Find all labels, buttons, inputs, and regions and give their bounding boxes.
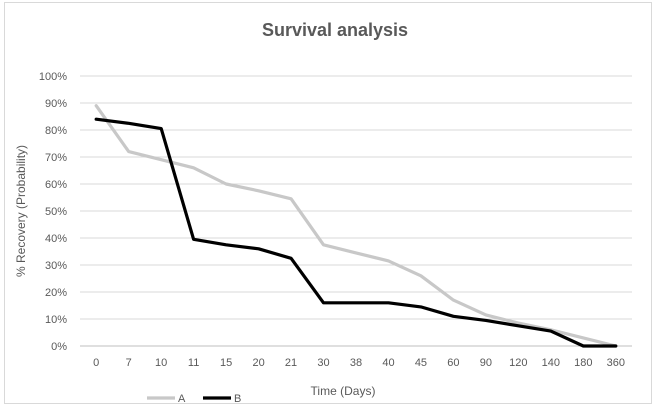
series-line-A bbox=[94, 104, 618, 348]
x-tick-label: 0 bbox=[93, 357, 99, 369]
x-tick-label: 45 bbox=[415, 357, 427, 369]
y-tick-label: 80% bbox=[45, 125, 67, 137]
y-tick-label: 90% bbox=[45, 98, 67, 110]
x-tick-label: 30 bbox=[317, 357, 329, 369]
x-tick-label: 180 bbox=[574, 357, 592, 369]
chart-frame bbox=[4, 2, 652, 404]
y-tick-label: 60% bbox=[45, 179, 67, 191]
x-tick-label: 15 bbox=[220, 357, 232, 369]
y-tick-label: 0% bbox=[51, 341, 67, 353]
x-axis-ticks: 0 7 10 11 15 20 21 30 38 40 45 60 90 120 140 180 360 bbox=[93, 357, 625, 369]
x-tick-label: 38 bbox=[350, 357, 362, 369]
y-tick-label: 50% bbox=[45, 206, 67, 218]
gridlines bbox=[80, 75, 632, 347]
x-axis-label: Time (Days) bbox=[311, 384, 376, 398]
x-tick-label: 360 bbox=[607, 357, 625, 369]
x-tick-label: 120 bbox=[509, 357, 527, 369]
x-tick-label: 60 bbox=[447, 357, 459, 369]
x-tick-label: 90 bbox=[480, 357, 492, 369]
x-tick-label: 140 bbox=[542, 357, 560, 369]
y-axis-ticks: 0% 10% 20% 30% 40% 50% 60% 70% 80% 90% 100% bbox=[39, 71, 67, 353]
legend-label-A: A bbox=[178, 393, 186, 405]
y-tick-label: 30% bbox=[45, 260, 67, 272]
x-tick-label: 21 bbox=[285, 357, 297, 369]
chart-title: Survival analysis bbox=[262, 20, 408, 40]
x-tick-label: 40 bbox=[382, 357, 394, 369]
y-tick-label: 10% bbox=[45, 314, 67, 326]
series-line-B bbox=[94, 117, 618, 348]
x-tick-label: 20 bbox=[252, 357, 264, 369]
y-tick-label: 100% bbox=[39, 71, 67, 83]
series-lines bbox=[94, 104, 618, 348]
y-tick-label: 40% bbox=[45, 233, 67, 245]
y-axis-label: % Recovery (Probability) bbox=[14, 145, 28, 277]
x-tick-label: 11 bbox=[188, 357, 199, 369]
y-tick-label: 20% bbox=[45, 287, 67, 299]
x-tick-label: 10 bbox=[155, 357, 167, 369]
legend-label-B: B bbox=[234, 393, 241, 405]
x-tick-label: 7 bbox=[126, 357, 132, 369]
y-tick-label: 70% bbox=[45, 152, 67, 164]
